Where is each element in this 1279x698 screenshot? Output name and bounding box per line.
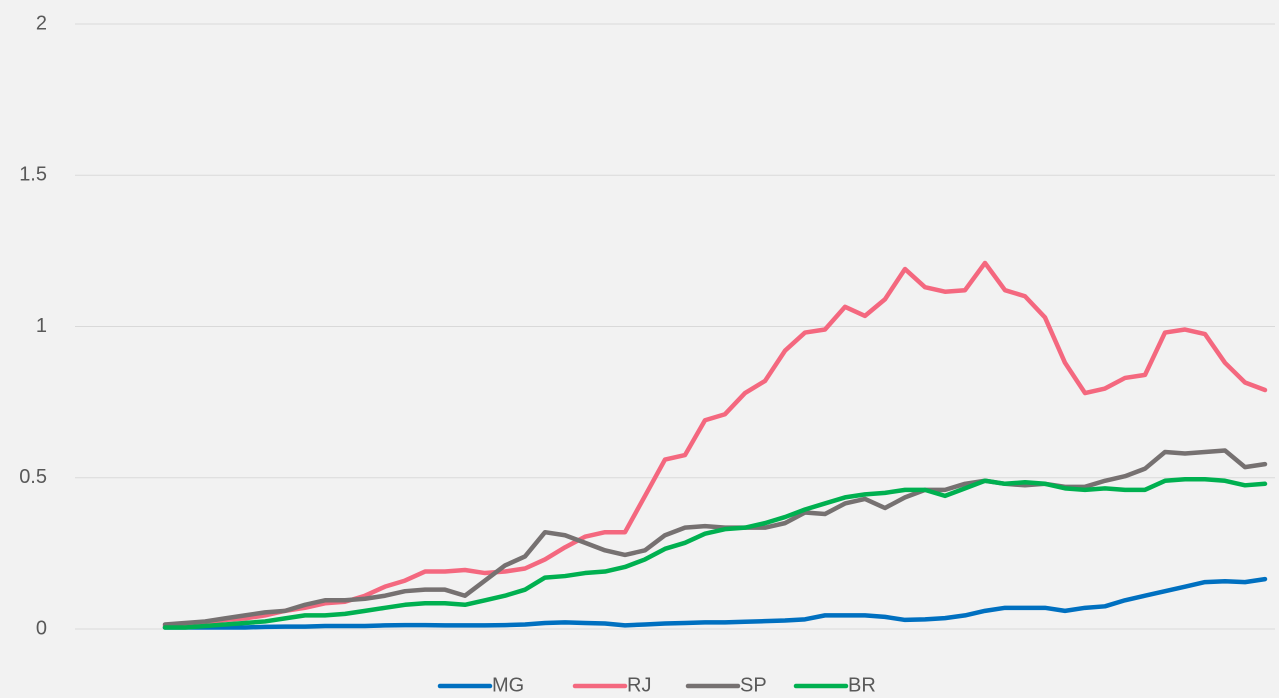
y-tick-label: 0.5 — [19, 466, 47, 488]
y-tick-label: 1 — [36, 315, 47, 337]
legend-label: SP — [740, 674, 767, 696]
line-series — [162, 260, 1268, 629]
line-series — [162, 576, 1268, 630]
y-tick-label: 1.5 — [19, 164, 47, 186]
line-series — [162, 448, 1268, 627]
y-tick-label: 0 — [36, 617, 47, 639]
line-series — [162, 477, 1268, 630]
y-tick-label: 2 — [36, 12, 47, 34]
legend-label: MG — [492, 674, 524, 696]
legend-label: BR — [848, 674, 876, 696]
legend-label: RJ — [627, 674, 651, 696]
